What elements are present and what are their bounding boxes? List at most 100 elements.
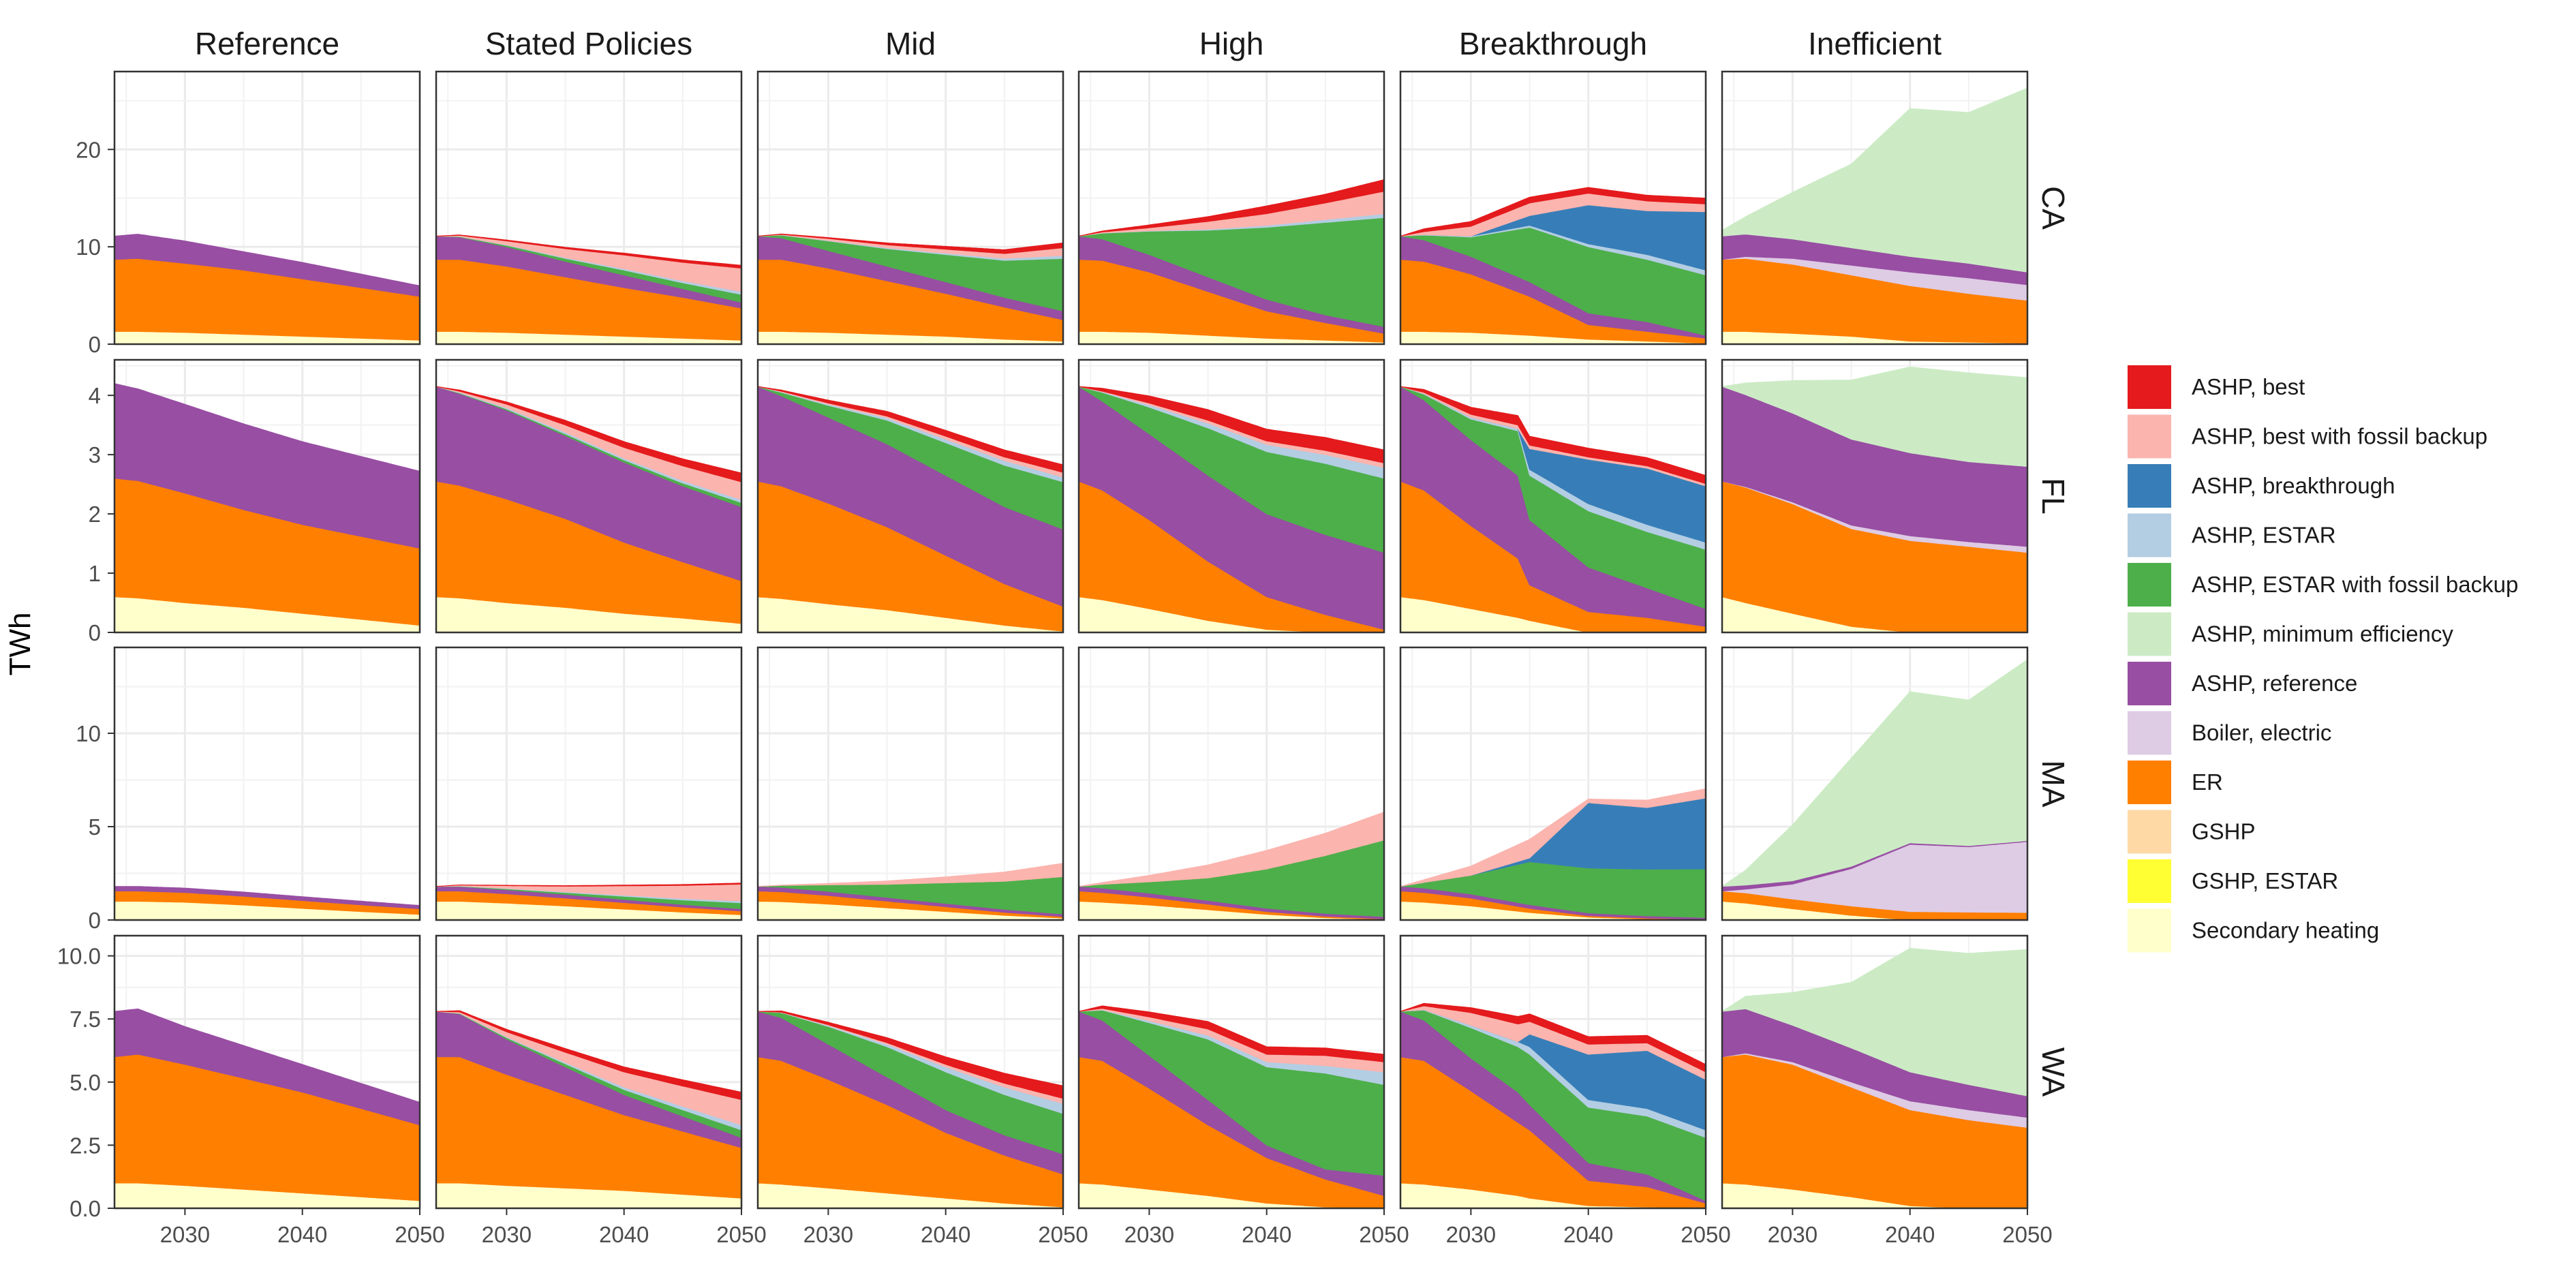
panel-border [1399,934,1707,1210]
panel-border [113,934,421,1210]
area-ashp_min [1722,659,2027,887]
panel-border [1077,358,1385,634]
facet-panel [756,934,1064,1215]
facet-panel [1077,646,1385,921]
area-layer [1079,812,1384,920]
y-tick-label: 1 [89,561,101,586]
area-layer [436,1010,741,1208]
panel-border [113,646,421,921]
facet-panel [1399,646,1707,921]
x-tick-label: 2050 [1681,1222,1730,1247]
panel-border [435,358,743,634]
panel-border [1077,646,1385,921]
y-tick-label: 0.0 [70,1196,101,1221]
legend-swatch-ashp_best [2128,365,2171,409]
facet-panel [1399,70,1707,346]
y-tick-label: 0 [89,620,101,645]
x-tick-label: 2030 [1446,1222,1496,1247]
facet-panel [435,70,743,346]
legend-swatch-ashp_min [2128,612,2171,656]
area-layer [114,886,420,920]
x-tick-label: 2040 [1885,1222,1935,1247]
area-ashp_best [436,234,741,269]
legend-swatch-er [2128,761,2171,804]
facet-column-label: Stated Policies [485,26,692,61]
facet-column-label: Inefficient [1808,26,1942,61]
facet-panel [113,934,421,1215]
legend-label: ASHP, best with fossil backup [2192,424,2487,449]
area-layer [1722,87,2027,344]
panel-border [435,70,743,346]
facet-column-label: Reference [195,26,339,61]
facet-panel [1077,70,1385,346]
area-ashp_min [1722,87,2027,273]
x-tick-label: 2050 [395,1222,444,1247]
legend-label: ASHP, breakthrough [2192,473,2395,498]
area-layer [758,386,1063,632]
facet-row-label: CA [2036,186,2071,230]
panel-border [756,934,1064,1210]
facet-row-label: WA [2036,1047,2071,1097]
panel-border [756,646,1064,921]
facet-panel [435,934,743,1215]
facet-panel [756,70,1064,346]
facet-panel [435,646,743,921]
area-ashp_min [1722,366,2027,467]
x-tick-label: 2050 [1359,1222,1409,1247]
facet-panel [113,358,421,634]
y-tick-label: 10 [76,234,101,260]
area-ashp_ref [114,886,420,910]
panel-border [113,70,421,346]
area-layer [758,233,1063,344]
legend-label: ASHP, reference [2192,671,2357,696]
x-tick-label: 2030 [482,1222,532,1247]
area-layer [436,234,741,344]
area-layer [1722,947,2027,1208]
x-tick-label: 2030 [803,1222,853,1247]
area-ashp_best [1079,179,1384,236]
area-ashp_best [1079,1005,1384,1062]
panel-background [114,647,420,920]
x-tick-label: 2040 [921,1222,970,1247]
y-tick-label: 4 [89,383,101,408]
area-layer [114,1008,420,1208]
area-ashp_best_fossil [1400,788,1706,887]
area-layer [1722,366,2027,632]
panel-border [1399,70,1707,346]
area-ashp_best [1400,386,1706,485]
area-layer [1400,386,1706,632]
facet-panel [435,358,743,634]
panel-border [1721,358,2029,634]
area-layer [1400,788,1706,920]
area-ashp_best [436,386,741,482]
panel-border [1721,646,2029,921]
area-layer [436,883,741,920]
facet-row-label: MA [2036,761,2071,808]
facet-panel [1721,70,2029,346]
facet-panel [756,358,1064,634]
x-tick-label: 2050 [2002,1222,2052,1247]
legend-label: Secondary heating [2192,918,2379,943]
y-tick-label: 3 [89,442,101,467]
facet-panel [113,70,421,346]
area-ashp_ref [114,1008,420,1126]
area-layer [758,863,1063,920]
x-tick-label: 2040 [599,1222,649,1247]
area-layer [114,234,420,344]
legend-label: GSHP, ESTAR [2192,868,2338,893]
x-tick-label: 2050 [716,1222,766,1247]
y-tick-label: 0 [89,908,101,933]
area-layer [1079,386,1384,632]
area-ashp_best [758,1010,1063,1099]
facet-panel [1077,358,1385,634]
legend-label: ASHP, ESTAR [2192,523,2336,548]
area-ashp_best [436,883,741,887]
panel-border [1721,70,2029,346]
panel-border [435,646,743,921]
legend-swatch-gshp [2128,810,2171,854]
area-ashp_best_fossil [1079,812,1384,887]
panel-border [1399,358,1707,634]
area-layer [114,383,420,632]
panel-border [113,358,421,634]
